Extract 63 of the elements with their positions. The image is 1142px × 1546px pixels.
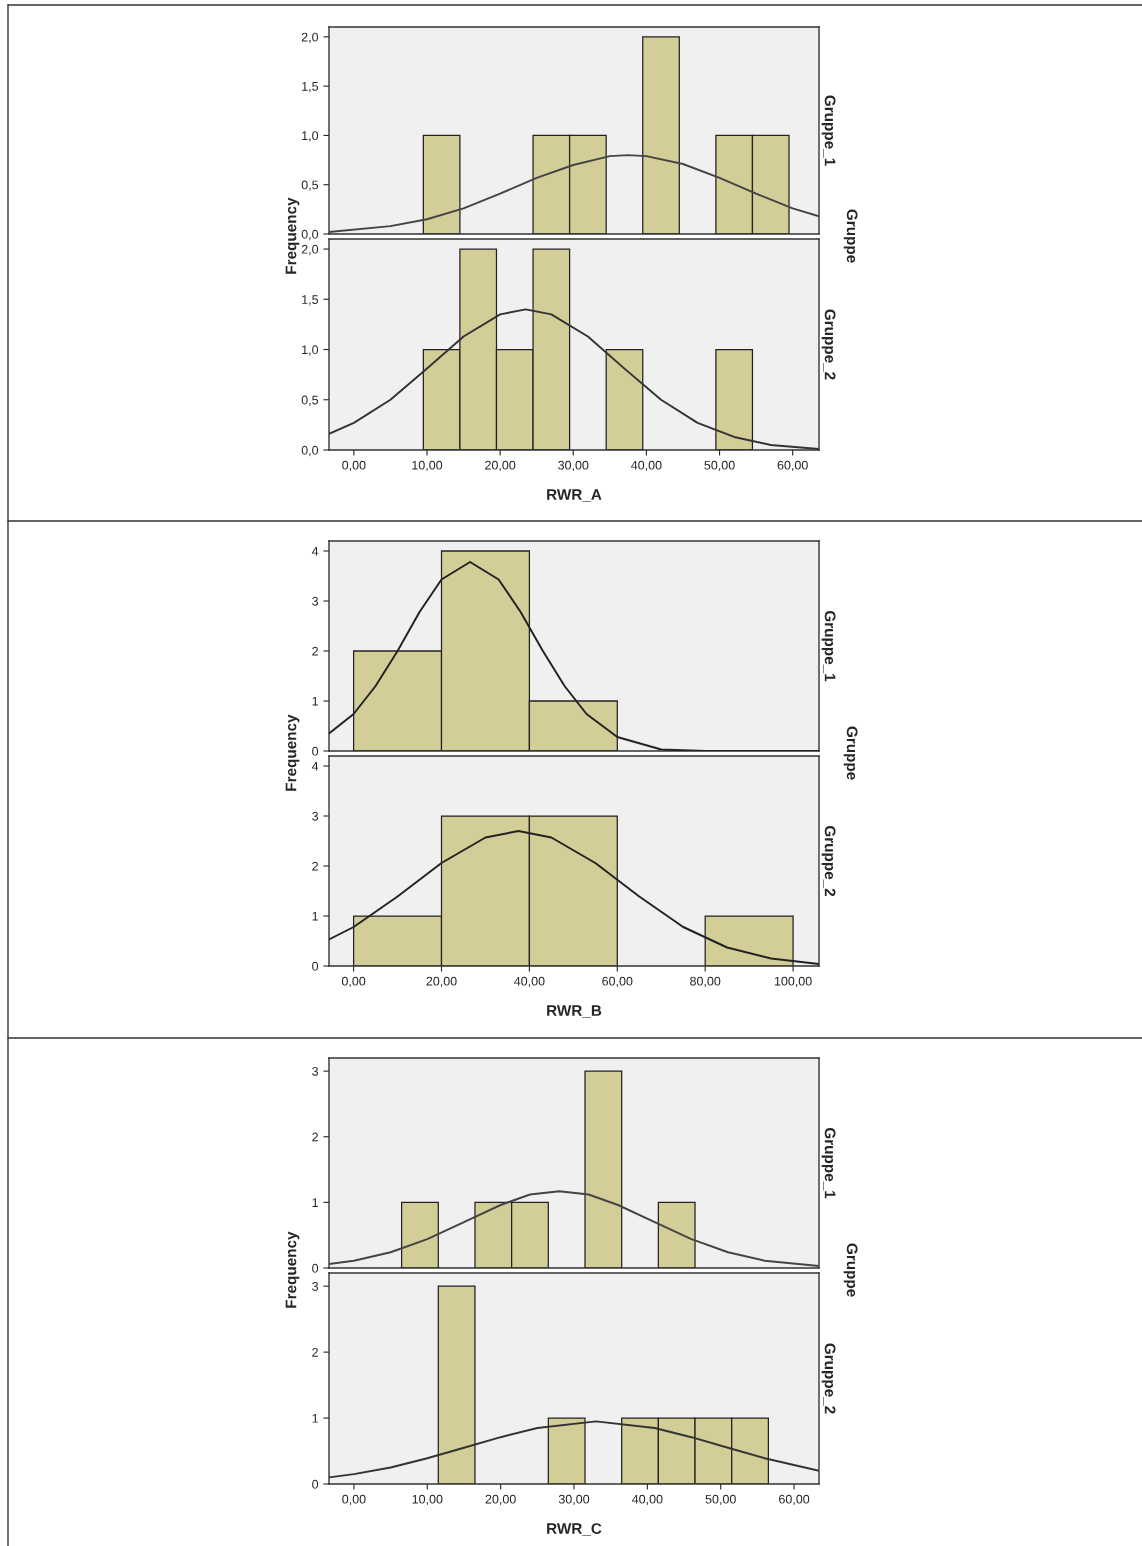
y-tick-label: 2 <box>312 646 318 656</box>
text: Gruppe <box>843 726 858 780</box>
x-axis-title: RWR_A <box>547 489 602 502</box>
y-tick-label: 0,0 <box>301 445 319 457</box>
x-tick-label: 20,00 <box>426 976 457 988</box>
x-axis-title: RWR_B <box>547 1005 602 1018</box>
y-tick-label: 0,0 <box>301 229 319 241</box>
x-tick-label: 20,00 <box>485 460 516 472</box>
y-tick-label: 0 <box>312 1479 319 1489</box>
x-tick-label: 50,00 <box>705 1494 736 1506</box>
y-tick-label: 2 <box>312 1347 318 1357</box>
y-tick-label: 1,5 <box>302 82 319 93</box>
x-tick-label: 60,00 <box>777 460 808 472</box>
y-tick-label: 3 <box>312 811 319 821</box>
y-tick-label: 1 <box>312 696 318 706</box>
x-tick-label: 60,00 <box>602 976 633 988</box>
x-tick-label: 50,00 <box>704 460 735 472</box>
y-axis-title: Frequency <box>285 714 300 791</box>
y2-axis-title: Gruppe_2 <box>821 309 836 380</box>
y-tick-label: 0 <box>312 961 319 971</box>
x-tick-label: 10,00 <box>412 460 443 472</box>
y-tick-label: 2 <box>312 861 318 871</box>
x-tick-label: 20,00 <box>485 1494 516 1506</box>
y-tick-label: 0 <box>312 746 319 756</box>
y-tick-label: 1 <box>312 1198 318 1207</box>
y2-axis-title: Gruppe_2 <box>821 825 836 897</box>
y-tick-label: 3 <box>312 1066 319 1076</box>
y-tick-label: 2,0 <box>301 244 319 256</box>
x-tick-label: 60,00 <box>779 1494 810 1506</box>
x-tick-label: 0,00 <box>342 460 366 472</box>
y2-axis-title: Gruppe_1 <box>821 1127 836 1199</box>
y-tick-label: 1,0 <box>302 345 319 356</box>
y-tick-label: 2 <box>312 1132 318 1142</box>
y-tick-label: 2,0 <box>301 32 319 43</box>
y-tick-label: 4 <box>311 546 319 556</box>
y-tick-label: 1 <box>312 1413 318 1423</box>
x-tick-label: 40,00 <box>631 460 662 472</box>
y-tick-label: 0,5 <box>301 180 319 191</box>
x-tick-label: 0,00 <box>341 976 366 988</box>
y-axis-title: Frequency <box>285 197 300 274</box>
y-tick-label: 1,0 <box>302 131 319 142</box>
x-tick-label: 30,00 <box>558 1494 590 1506</box>
y2-axis-title: Gruppe_1 <box>821 95 836 166</box>
y2-axis-title: Gruppe_2 <box>821 1343 836 1414</box>
x-tick-label: 100,00 <box>774 976 812 988</box>
x-tick-label: 40,00 <box>632 1494 663 1506</box>
y-tick-label: 0,5 <box>301 395 319 406</box>
y-tick-label: 3 <box>312 1281 319 1291</box>
y-tick-label: 3 <box>312 596 319 606</box>
x-tick-label: 40,00 <box>514 976 545 988</box>
x-axis-title: RWR_C <box>547 1523 602 1536</box>
y-axis-title: Frequency <box>285 1231 300 1308</box>
x-tick-label: 30,00 <box>558 460 589 472</box>
x-tick-label: 0,00 <box>342 1494 366 1506</box>
y-tick-label: 0 <box>312 1263 319 1273</box>
y-tick-label: 4 <box>311 761 319 771</box>
y-tick-label: 1 <box>312 911 318 921</box>
y-tick-label: 1,5 <box>302 295 319 306</box>
x-tick-label: 80,00 <box>690 976 721 988</box>
x-tick-label: 10,00 <box>412 1494 443 1506</box>
text: Gruppe <box>843 1243 858 1297</box>
y2-axis-title: Gruppe_1 <box>821 610 836 682</box>
text: Gruppe <box>843 209 858 263</box>
